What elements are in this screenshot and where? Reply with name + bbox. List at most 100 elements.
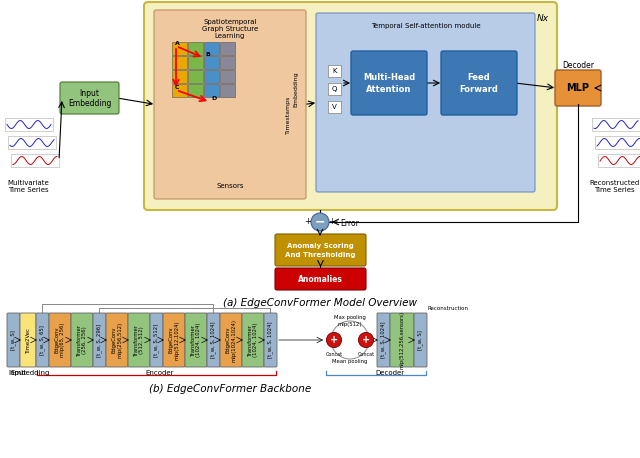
Text: Graph Structure: Graph Structure: [202, 26, 258, 32]
FancyBboxPatch shape: [555, 70, 601, 106]
Text: +: +: [362, 335, 370, 345]
Text: Timestamps: Timestamps: [285, 95, 291, 134]
Text: Transformer
(256, 256): Transformer (256, 256): [77, 324, 88, 356]
Text: Temporal Self-attention module: Temporal Self-attention module: [371, 23, 480, 29]
Text: Anomalies: Anomalies: [298, 274, 343, 284]
Bar: [172, 56, 187, 69]
Bar: [220, 70, 235, 83]
Bar: [8, 136, 56, 149]
Bar: [598, 154, 640, 167]
FancyBboxPatch shape: [93, 313, 106, 367]
Bar: [188, 84, 203, 97]
Bar: [592, 118, 640, 131]
Bar: [204, 84, 219, 97]
FancyBboxPatch shape: [264, 313, 277, 367]
Ellipse shape: [331, 321, 369, 359]
FancyBboxPatch shape: [106, 313, 128, 367]
Bar: [220, 84, 235, 97]
FancyBboxPatch shape: [351, 51, 427, 115]
Text: B: B: [205, 52, 210, 57]
FancyBboxPatch shape: [71, 313, 93, 367]
Text: Max pooling: Max pooling: [334, 316, 366, 321]
FancyBboxPatch shape: [414, 313, 427, 367]
Circle shape: [326, 333, 342, 348]
Bar: [204, 42, 219, 55]
Text: Multivariate: Multivariate: [7, 180, 49, 186]
FancyBboxPatch shape: [275, 234, 366, 266]
Text: Embedding: Embedding: [294, 72, 298, 107]
Text: Error: Error: [340, 219, 359, 229]
Text: +: +: [330, 335, 338, 345]
FancyBboxPatch shape: [275, 268, 366, 290]
Text: [t_w, S]: [t_w, S]: [418, 330, 423, 350]
Text: Decoder: Decoder: [376, 370, 404, 376]
Text: Learning: Learning: [215, 33, 245, 39]
Text: And Thresholding: And Thresholding: [285, 252, 356, 258]
Circle shape: [311, 213, 329, 231]
Text: Transformer
(1024, 1024): Transformer (1024, 1024): [191, 323, 202, 357]
Text: V: V: [332, 104, 337, 110]
Text: Input: Input: [8, 370, 26, 376]
Text: [t_w, S, 296]: [t_w, S, 296]: [97, 323, 102, 357]
FancyBboxPatch shape: [207, 313, 220, 367]
FancyBboxPatch shape: [60, 82, 119, 114]
Text: (a) EdgeConvFormer Model Overview: (a) EdgeConvFormer Model Overview: [223, 298, 417, 308]
Bar: [172, 84, 187, 97]
Text: Reconstruction: Reconstruction: [428, 305, 469, 311]
Text: [t_w, S, 65]: [t_w, S, 65]: [40, 325, 45, 355]
FancyBboxPatch shape: [316, 13, 535, 192]
Text: Time Series: Time Series: [8, 187, 48, 193]
Text: Encoder: Encoder: [146, 370, 174, 376]
Bar: [204, 70, 219, 83]
Bar: [328, 83, 341, 95]
FancyBboxPatch shape: [441, 51, 517, 115]
Bar: [11, 154, 59, 167]
Text: Forward: Forward: [460, 84, 499, 93]
Text: Mean pooling: Mean pooling: [332, 360, 368, 365]
Text: Input: Input: [79, 89, 99, 98]
Text: [t_w, S, 1024]: [t_w, S, 1024]: [211, 322, 216, 358]
FancyBboxPatch shape: [49, 313, 71, 367]
FancyBboxPatch shape: [242, 313, 264, 367]
Text: EdgeConv
mlp(65, 256): EdgeConv mlp(65, 256): [54, 323, 65, 357]
Text: K: K: [332, 68, 337, 74]
FancyBboxPatch shape: [377, 313, 390, 367]
Text: mlp(512): mlp(512): [338, 322, 362, 327]
FancyBboxPatch shape: [220, 313, 242, 367]
Text: [t_w, S, 1024]: [t_w, S, 1024]: [381, 322, 387, 358]
Text: Embedding: Embedding: [10, 370, 50, 376]
FancyBboxPatch shape: [20, 313, 36, 367]
Bar: [204, 56, 219, 69]
Text: Concat: Concat: [325, 351, 342, 356]
Circle shape: [358, 333, 374, 348]
Bar: [328, 65, 341, 77]
FancyBboxPatch shape: [163, 313, 185, 367]
Text: Decoder: Decoder: [562, 60, 594, 70]
Bar: [172, 70, 187, 83]
Text: MLP: MLP: [566, 83, 589, 93]
Text: Embedding: Embedding: [68, 98, 111, 108]
Text: Transformer
(1024, 1024): Transformer (1024, 1024): [248, 323, 259, 357]
FancyBboxPatch shape: [7, 313, 20, 367]
Text: EdgeConv
mlp(512,1024): EdgeConv mlp(512,1024): [168, 320, 179, 360]
Bar: [188, 42, 203, 55]
FancyBboxPatch shape: [390, 313, 414, 367]
FancyBboxPatch shape: [144, 2, 557, 210]
Bar: [220, 42, 235, 55]
Text: [t_w, S, 512]: [t_w, S, 512]: [154, 323, 159, 357]
Bar: [188, 70, 203, 83]
Text: Concat: Concat: [357, 351, 374, 356]
Text: C: C: [175, 85, 179, 90]
Text: Transformer
(512, 512): Transformer (512, 512): [134, 324, 145, 356]
Text: Reconstructed: Reconstructed: [589, 180, 639, 186]
Text: −: −: [315, 216, 325, 229]
Text: Q: Q: [332, 86, 337, 92]
Bar: [5, 118, 53, 131]
Text: +: +: [305, 218, 312, 227]
Bar: [595, 136, 640, 149]
Text: (b) EdgeConvFormer Backbone: (b) EdgeConvFormer Backbone: [149, 384, 311, 394]
FancyBboxPatch shape: [154, 10, 306, 199]
FancyBboxPatch shape: [128, 313, 150, 367]
Bar: [172, 42, 187, 55]
Text: Sensors: Sensors: [216, 183, 244, 189]
